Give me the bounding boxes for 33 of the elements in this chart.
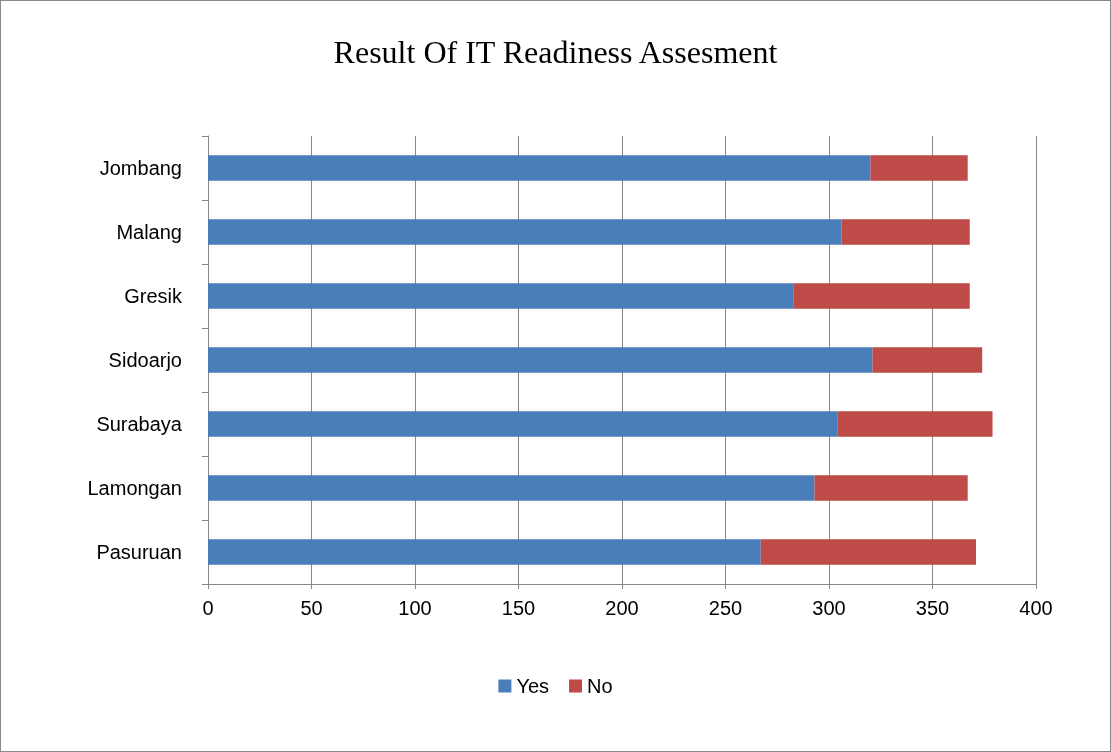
- bar: [208, 411, 838, 437]
- x-tick-label: 400: [1019, 597, 1053, 619]
- y-tick-label: Sidoarjo: [108, 349, 182, 371]
- x-tick-label: 150: [501, 597, 536, 619]
- legend-label: Yes: [516, 675, 550, 697]
- x-tick-label: 100: [398, 597, 432, 619]
- legend-label: No: [587, 675, 613, 697]
- bar: [837, 411, 993, 437]
- bar: [208, 155, 871, 181]
- y-tick-label: Malang: [116, 221, 182, 243]
- bar: [208, 283, 794, 309]
- x-tick-label: 350: [915, 597, 950, 619]
- bar: [760, 539, 976, 565]
- y-tick-label: Surabaya: [96, 413, 183, 435]
- bar: [814, 475, 968, 501]
- y-tick-label: Lamongan: [87, 477, 182, 499]
- bar: [870, 155, 968, 181]
- bar: [208, 539, 761, 565]
- x-tick-label: 200: [605, 597, 639, 619]
- bar: [208, 475, 815, 501]
- bar: [841, 219, 970, 245]
- chart-title: Result Of IT Readiness Assesment: [333, 34, 778, 70]
- x-tick-label: 300: [812, 597, 846, 619]
- x-tick-label: 50: [300, 597, 323, 619]
- bar: [793, 283, 970, 309]
- bar: [208, 219, 842, 245]
- y-tick-label: Gresik: [124, 285, 183, 307]
- y-tick-label: Jombang: [99, 157, 182, 179]
- y-tick-label: Pasuruan: [96, 541, 182, 563]
- bar: [872, 347, 983, 373]
- bar: [208, 347, 873, 373]
- x-tick-label: 250: [708, 597, 743, 619]
- x-tick-label: 0: [202, 597, 214, 619]
